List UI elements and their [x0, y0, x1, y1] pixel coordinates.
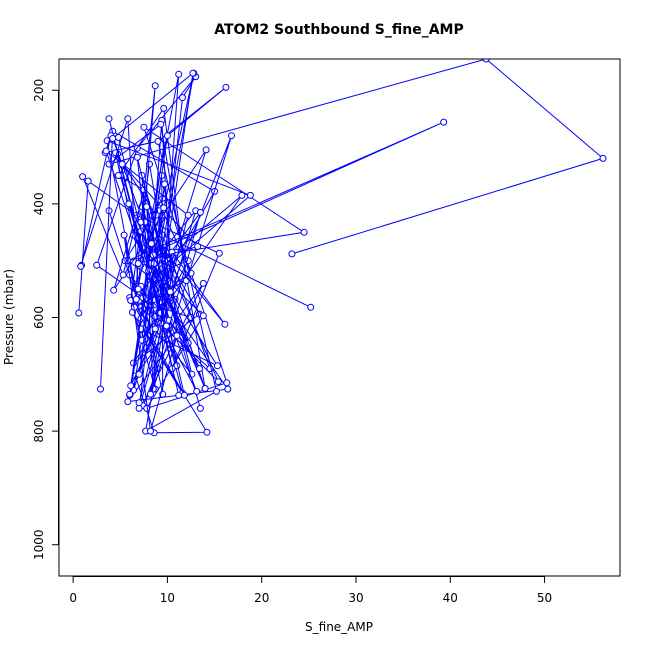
- x-axis: 0 10 20 30 40 50: [69, 576, 552, 605]
- series-2-point-9: [140, 123, 148, 131]
- x-tick-label: 0: [69, 591, 77, 605]
- series-4-point-9: [179, 94, 186, 102]
- series-2-point-8: [300, 228, 308, 236]
- y-tick-label: 200: [32, 79, 46, 102]
- series-9-point-4: [151, 82, 159, 90]
- series-8-point-5: [160, 104, 168, 112]
- x-tick-label: 30: [348, 591, 363, 605]
- series-10-point-13: [194, 243, 202, 250]
- y-tick-label: 400: [32, 192, 46, 215]
- series-10-point-3: [102, 147, 110, 155]
- series-8-point-8: [175, 70, 183, 78]
- series-7-point-5: [157, 120, 165, 128]
- series-5-point-13: [202, 146, 210, 154]
- series-2-point-12: [199, 312, 207, 320]
- series-7-point-1: [288, 250, 296, 258]
- series-5-point-8: [440, 118, 448, 126]
- series-10-point-1: [135, 399, 143, 407]
- series-8-point-12: [222, 83, 230, 91]
- series-10-point-14: [134, 260, 142, 267]
- series-8-point-1: [79, 173, 87, 181]
- series-9-point-2: [124, 115, 132, 123]
- series-9-point-11: [120, 231, 128, 239]
- series-9-point-15: [135, 370, 143, 378]
- series-8-point-13: [154, 137, 162, 145]
- series-5-point-4: [215, 249, 223, 257]
- series-7-point-9: [180, 391, 188, 399]
- y-tick-label: 600: [32, 306, 46, 329]
- series-9-point-9: [196, 208, 204, 216]
- series-10-point-15: [160, 204, 168, 212]
- series-3-point-6: [246, 191, 254, 199]
- series-1-point-10: [124, 398, 132, 406]
- series-3-point-1: [97, 385, 104, 393]
- series-6-point-1: [175, 391, 183, 399]
- series-8-point-11: [163, 132, 171, 140]
- data-layer: [75, 59, 607, 437]
- y-tick-label: 800: [32, 420, 46, 443]
- series-10-point-8: [151, 325, 159, 333]
- series-9-point-3: [134, 285, 142, 293]
- series-1-point-7: [214, 378, 222, 386]
- series-9-point-13: [173, 332, 181, 340]
- series-4-point-11: [238, 191, 246, 199]
- series-3-point-9: [135, 404, 143, 412]
- series-10-point-12: [118, 160, 126, 168]
- series-9-point-6: [221, 320, 229, 328]
- series-9-point-1: [77, 262, 85, 270]
- series-6-point-7: [126, 390, 134, 398]
- series-8-point-4: [114, 172, 122, 179]
- x-tick-label: 10: [160, 591, 175, 605]
- series-9-point-12: [147, 427, 154, 435]
- series-10-point-11: [147, 240, 155, 248]
- series-10-point-2: [184, 211, 192, 219]
- series-1-point-20: [203, 428, 211, 436]
- series-7-point-2: [599, 154, 607, 162]
- y-axis: 200 400 600 800 1000: [32, 79, 59, 560]
- series-8-point-14: [213, 387, 220, 395]
- series-2-point-10: [223, 379, 231, 387]
- series-8-point-10: [127, 382, 135, 390]
- series-7-point-3: [482, 59, 490, 63]
- series-5-point-14: [110, 286, 118, 294]
- series-5-point-2: [84, 177, 92, 185]
- series-9-point-14: [161, 180, 169, 188]
- series-10-point-10: [109, 135, 117, 142]
- y-axis-label: Pressure (mbar): [2, 269, 16, 365]
- series-6-point-8: [228, 132, 235, 140]
- y-tick-label: 1000: [32, 529, 46, 560]
- series-9-point-8: [147, 390, 154, 398]
- series-10-point-4: [163, 322, 170, 330]
- series-4-point-6: [93, 261, 101, 269]
- series-7-point-12: [196, 365, 203, 373]
- series-9-line: [80, 73, 226, 432]
- x-tick-label: 40: [443, 591, 458, 605]
- series-10-point-5: [125, 200, 133, 208]
- x-axis-label: S_fine_AMP: [305, 620, 373, 634]
- series-3-point-14: [146, 160, 153, 168]
- x-tick-label: 20: [254, 591, 269, 605]
- chart-title: ATOM2 Southbound S_fine_AMP: [214, 22, 464, 38]
- series-1-point-31: [196, 404, 204, 412]
- series-10-point-9: [189, 69, 197, 77]
- series-6-point-3: [193, 387, 201, 395]
- series-7-point-6: [201, 385, 209, 392]
- series-1-point-11: [224, 385, 232, 393]
- series-9-point-10: [132, 295, 140, 303]
- series-10-point-6: [166, 288, 174, 296]
- series-5-point-1: [75, 309, 83, 317]
- series-1-point-17: [199, 279, 207, 287]
- series-4-point-14: [105, 115, 113, 123]
- series-2-point-16: [213, 362, 221, 370]
- series-8-point-2: [119, 271, 127, 279]
- series-2-point-1: [307, 303, 315, 311]
- series-10-point-7: [133, 153, 141, 161]
- x-tick-label: 50: [537, 591, 552, 605]
